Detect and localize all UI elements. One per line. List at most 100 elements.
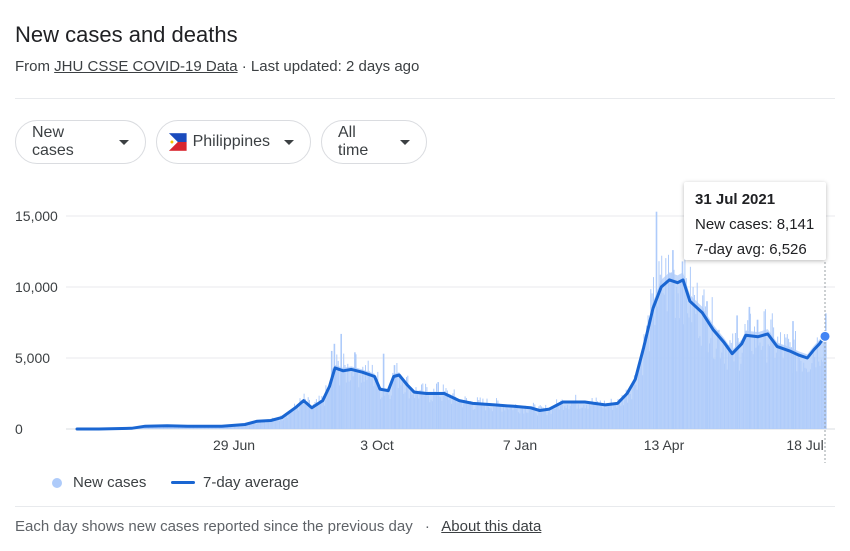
new-cases-bar — [678, 318, 680, 429]
new-cases-bar — [796, 371, 798, 429]
new-cases-bar — [744, 324, 746, 429]
ytick-label: 5,000 — [15, 350, 51, 366]
new-cases-bar — [729, 340, 731, 429]
new-cases-bar — [205, 426, 207, 429]
new-cases-bar — [586, 405, 588, 429]
new-cases-bar — [532, 402, 534, 429]
new-cases-bar — [455, 396, 457, 429]
new-cases-bar — [550, 413, 552, 429]
location-dropdown[interactable]: Philippines — [156, 120, 311, 164]
new-cases-bar — [564, 406, 566, 429]
new-cases-bar — [213, 426, 215, 429]
new-cases-bar — [580, 407, 582, 429]
new-cases-bar — [819, 365, 821, 429]
new-cases-bar — [381, 397, 383, 429]
new-cases-bar — [416, 392, 418, 429]
new-cases-bar — [513, 405, 515, 429]
new-cases-bar — [478, 400, 480, 429]
new-cases-bar — [674, 317, 676, 429]
new-cases-bar — [695, 313, 697, 429]
new-cases-bar — [713, 358, 715, 429]
new-cases-bar — [673, 269, 675, 429]
new-cases-bar — [336, 354, 338, 429]
legend-new-cases[interactable]: New cases — [52, 474, 146, 491]
new-cases-bar — [814, 357, 816, 429]
new-cases-bar — [243, 425, 245, 429]
new-cases-bar — [269, 419, 271, 429]
seven-day-average-line — [75, 278, 827, 431]
new-cases-bar — [426, 387, 428, 429]
new-cases-bar — [258, 423, 260, 429]
chevron-down-icon — [119, 139, 129, 145]
legend-7day-average[interactable]: 7-day average — [171, 474, 299, 491]
new-cases-bar — [229, 426, 231, 429]
new-cases-bar — [520, 407, 522, 429]
new-cases-bar — [345, 382, 347, 429]
new-cases-bar — [431, 401, 433, 429]
new-cases-bar — [219, 427, 220, 429]
about-data-link[interactable]: About this data — [441, 518, 542, 535]
new-cases-bar — [489, 408, 491, 429]
new-cases-bar — [612, 409, 614, 429]
new-cases-bar — [148, 426, 149, 429]
new-cases-bar — [326, 390, 328, 429]
new-cases-bar — [472, 409, 474, 429]
xtick-label: 29 Jun — [212, 437, 256, 453]
new-cases-bar — [404, 392, 406, 429]
period-dropdown-label: All time — [338, 124, 369, 159]
new-cases-bar — [384, 395, 386, 429]
new-cases-bar — [583, 404, 585, 429]
new-cases-bar — [395, 374, 396, 429]
new-cases-bar — [560, 400, 562, 429]
new-cases-bar — [276, 420, 278, 429]
new-cases-bar — [175, 426, 177, 429]
new-cases-bar — [621, 395, 623, 429]
new-cases-bar — [812, 351, 814, 429]
new-cases-bar — [547, 411, 549, 429]
divider-top — [15, 98, 835, 99]
new-cases-bar — [322, 401, 324, 429]
new-cases-bar — [620, 405, 622, 429]
source-link[interactable]: JHU CSSE COVID-19 Data — [54, 58, 238, 75]
new-cases-bar — [636, 389, 638, 429]
new-cases-bar — [644, 346, 646, 429]
tooltip-new-cases: New cases: 8,141 — [695, 216, 815, 233]
new-cases-bar — [393, 365, 396, 429]
new-cases-bar — [167, 425, 169, 429]
new-cases-bar — [706, 301, 708, 429]
new-cases-bar — [523, 413, 525, 429]
new-cases-bar — [347, 363, 349, 429]
new-cases-bar — [153, 426, 155, 429]
new-cases-bar — [388, 394, 390, 429]
new-cases-bar — [646, 325, 648, 429]
new-cases-bar — [242, 425, 244, 429]
philippines-flag-icon — [169, 133, 187, 151]
new-cases-bar — [699, 336, 701, 429]
new-cases-bar — [642, 375, 644, 429]
new-cases-bar — [788, 338, 790, 429]
new-cases-bar — [456, 402, 458, 429]
new-cases-bar — [187, 427, 189, 429]
new-cases-bar — [546, 415, 548, 429]
new-cases-bar — [590, 405, 592, 429]
new-cases-bar — [354, 352, 356, 429]
new-cases-bar — [751, 351, 753, 429]
new-cases-bar — [759, 342, 761, 429]
metric-dropdown[interactable]: New cases — [15, 120, 146, 164]
new-cases-bar — [475, 405, 477, 429]
period-dropdown[interactable]: All time — [321, 120, 427, 164]
new-cases-bar — [745, 330, 747, 429]
new-cases-bar — [597, 401, 599, 429]
new-cases-bar — [599, 400, 601, 429]
new-cases-bar — [711, 297, 713, 429]
new-cases-bar — [313, 404, 315, 429]
new-cases-bar — [530, 408, 532, 429]
new-cases-bar — [292, 409, 294, 429]
new-cases-bar — [593, 403, 594, 429]
new-cases-bar — [608, 405, 609, 429]
new-cases-bar — [358, 387, 360, 429]
footer-separator: · — [424, 518, 430, 535]
new-cases-bar — [703, 289, 705, 429]
new-cases-bar — [519, 413, 521, 429]
